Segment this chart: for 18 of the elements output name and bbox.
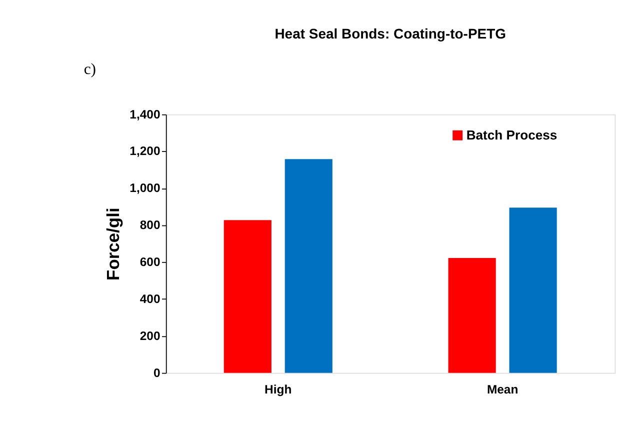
y-tick-label: 1,200 [130, 144, 160, 158]
x-tick-label: Mean [486, 382, 518, 396]
y-tick-label: 1,400 [130, 107, 160, 122]
bar [284, 159, 332, 373]
chart-title: Heat Seal Bonds: Coating-to-PETG [274, 25, 506, 42]
bar [448, 258, 496, 373]
y-tick-label: 800 [140, 218, 160, 232]
y-tick-label: 600 [140, 255, 160, 270]
text: c) [84, 61, 96, 78]
y-tick-label: 400 [140, 292, 160, 306]
y-tick-label: 1,000 [130, 181, 160, 196]
y-tick-label: 200 [140, 328, 160, 343]
bar [509, 208, 557, 373]
bar [224, 220, 272, 373]
x-tick-label: High [264, 382, 292, 396]
y-axis-title: Force/gli [103, 208, 124, 280]
legend-label: Batch Process [466, 128, 558, 143]
y-tick-label: 0 [153, 366, 160, 380]
